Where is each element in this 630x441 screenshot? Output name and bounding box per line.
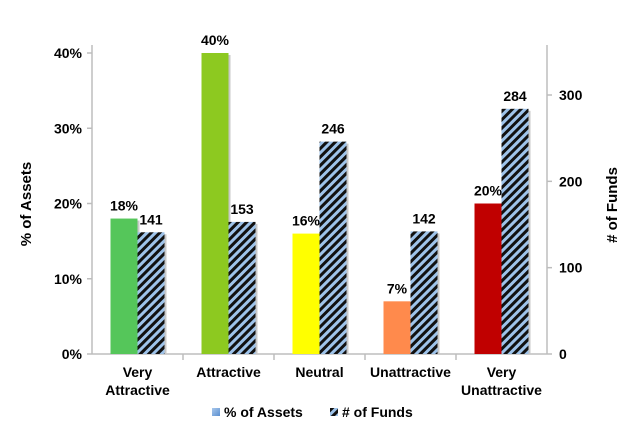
bars [110,53,531,355]
funds-bar [228,221,256,354]
assets-data-label: 40% [201,32,230,48]
category-label: Very [487,364,517,380]
left-tick-label: 40% [54,45,83,61]
funds-data-label: 153 [230,201,254,217]
category-label: Unattractive [461,382,542,398]
funds-bar [319,141,347,354]
left-tick-label: 0% [62,346,83,362]
legend-label-assets: % of Assets [224,404,303,420]
category-label: Unattractive [370,364,451,380]
category-label: Attractive [196,364,261,380]
funds-data-label: 141 [139,211,163,227]
legend-swatch-funds [330,408,338,416]
assets-data-label: 16% [292,213,321,229]
right-axis-title: # of Funds [604,167,621,243]
funds-data-label: 246 [321,121,345,137]
category-label: Neutral [295,364,343,380]
assets-bar [110,218,138,354]
assets-data-label: 20% [474,183,503,199]
assets-data-label: 18% [110,198,139,214]
left-tick-label: 20% [54,196,83,212]
right-tick-label: 200 [559,173,583,189]
left-tick-label: 30% [54,120,83,136]
right-tick-label: 300 [559,87,583,103]
funds-bar [137,232,165,354]
funds-data-label: 284 [503,88,527,104]
funds-bar [501,108,529,355]
left-axis-title: % of Assets [18,162,35,246]
right-tick-label: 0 [559,346,567,362]
category-label: Very [123,364,153,380]
assets-data-label: 7% [387,280,408,296]
right-tick-label: 100 [559,260,583,276]
assets-bar [201,53,229,354]
funds-data-label: 142 [412,210,436,226]
legend-swatch-assets [212,408,220,416]
legend-label-funds: # of Funds [342,404,413,420]
axes: 0% 10% 20% 30% 40% 0 100 200 300 % of Assets # of … [18,45,621,398]
data-labels: 18%141 40% 153 16% 246 7% 142 20% 284 [110,32,527,296]
category-label: Attractive [105,382,170,398]
legend: % of Assets # of Funds [212,404,413,420]
left-tick-label: 10% [54,271,83,287]
assets-bar [474,203,502,354]
funds-bar [410,231,438,354]
assets-bar [292,233,320,354]
assets-bar [383,301,411,354]
